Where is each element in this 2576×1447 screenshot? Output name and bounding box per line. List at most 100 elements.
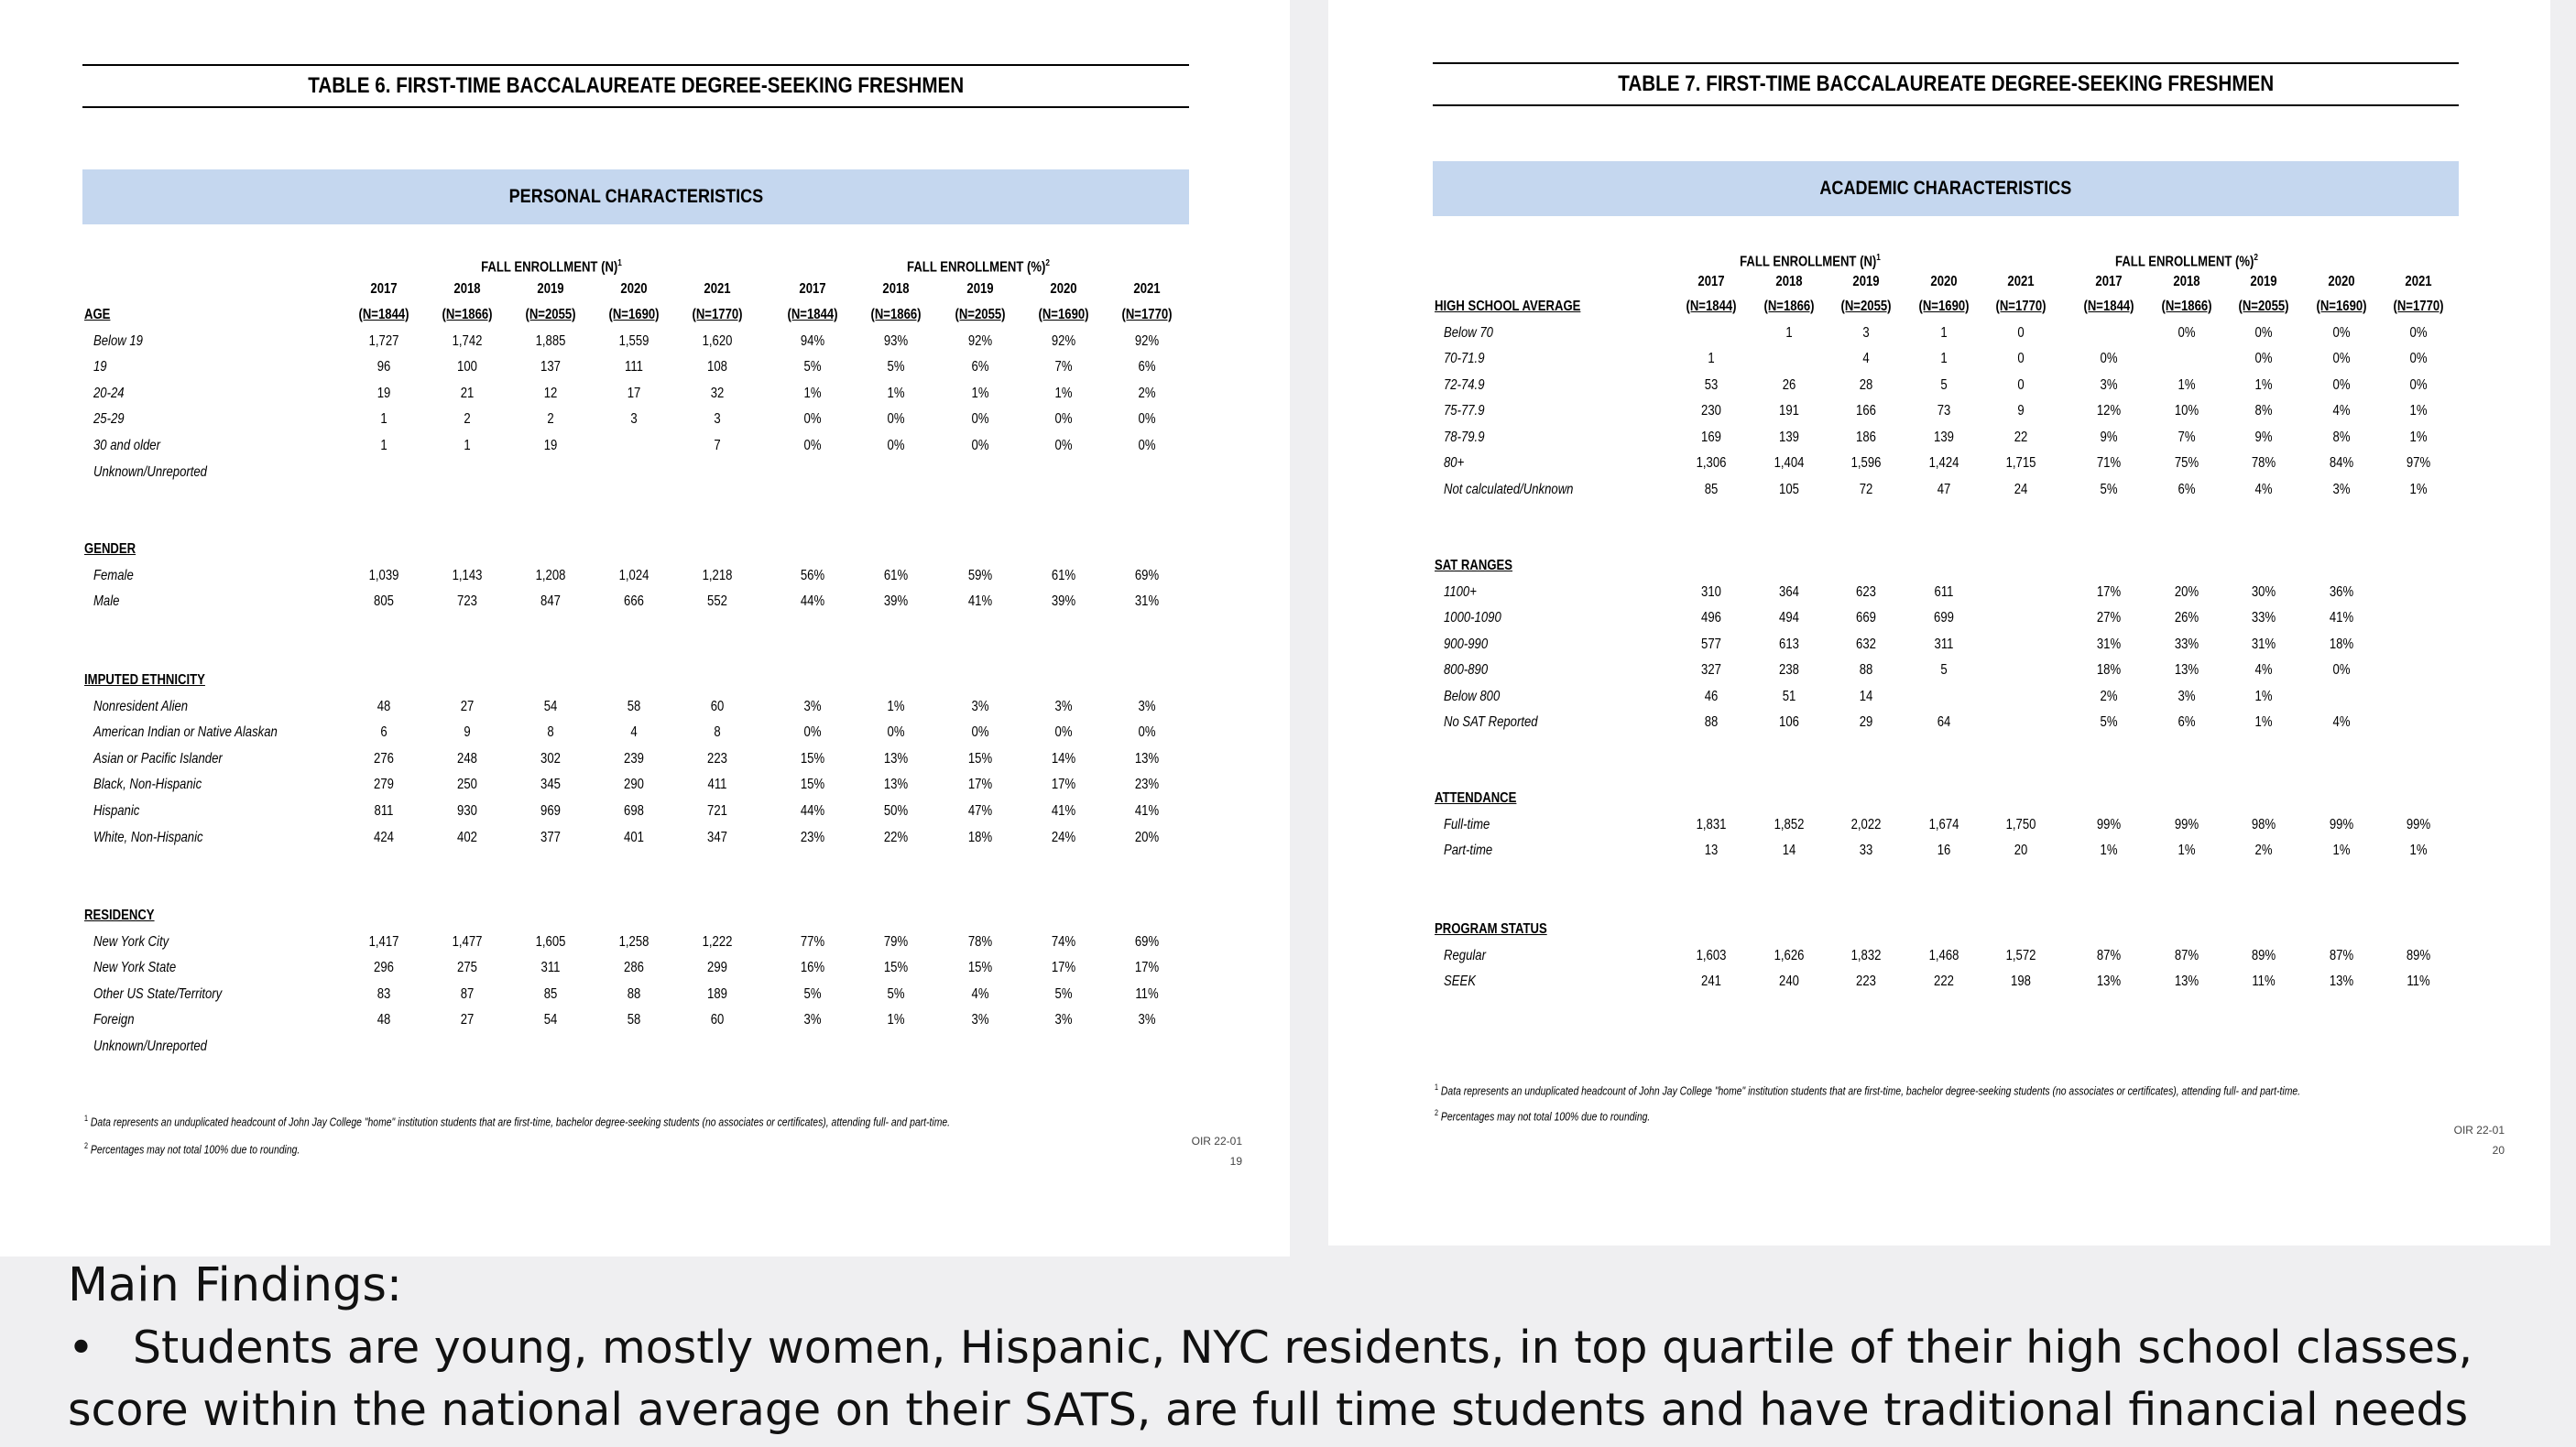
table6-year-header: 2018 [453, 281, 481, 297]
table7-section-header: PROGRAM STATUS [1435, 921, 1547, 937]
table6-percent-cell: 15% [967, 750, 993, 767]
table6-count-cell: 27 [460, 1012, 475, 1028]
table7-percent-cell: 5% [2100, 714, 2118, 730]
table6-percent-cell: 3% [803, 1012, 822, 1028]
table6-count-cell: 698 [624, 803, 644, 819]
table7-count-cell: 238 [1779, 662, 1799, 678]
table6-footnote: 1 Data represents an unduplicated headco… [84, 1114, 951, 1129]
table7-row-label: 800-890 [1444, 662, 1489, 678]
table7-percent-cell: 97% [2406, 455, 2431, 471]
table6-percent-cell: 1% [971, 385, 989, 401]
table6-row-label: Foreign [93, 1012, 135, 1028]
table7-count-cell: 88 [1704, 714, 1719, 730]
table6-count-cell: 347 [707, 829, 727, 845]
table7-percent-cell: 87% [2174, 947, 2199, 963]
table6-percent-cell: 69% [1134, 567, 1160, 583]
table6-count-cell: 1,258 [618, 933, 649, 950]
table6-year-header: 2017 [370, 281, 398, 297]
table7-percent-cell: 1% [2254, 376, 2273, 393]
table7-percent-cell: 7% [2178, 429, 2196, 445]
table6-row-label: American Indian or Native Alaskan [93, 724, 278, 741]
table7-n-header: (N=1844) [1686, 299, 1737, 314]
table7-count-cell: 1,626 [1774, 947, 1805, 963]
table7-percent-cell: 4% [2332, 403, 2351, 419]
table6-percent-cell: 61% [1051, 567, 1076, 583]
table7-section-header: HIGH SCHOOL AVERAGE [1435, 299, 1581, 314]
table6-section-header: AGE [84, 307, 111, 322]
table7-percent-cell: 31% [2251, 636, 2276, 652]
table6-row-label: Male [93, 593, 120, 610]
table7-percent-cell: 99% [2329, 816, 2354, 832]
table6-count-cell: 345 [540, 777, 561, 793]
table7-count-cell: 26 [1782, 376, 1796, 393]
table7-n-header: (N=1866) [1763, 299, 1815, 314]
table7-count-cell: 22 [2014, 429, 2028, 445]
table6-percent-cell: 3% [803, 698, 822, 714]
table7-count-cell: 241 [1701, 974, 1721, 989]
table7-percent-cell: 10% [2174, 403, 2199, 419]
table6-year-header: 2021 [704, 281, 731, 297]
table7-count-cell: 1,596 [1850, 455, 1882, 471]
table7-percent-cell: 1% [2100, 843, 2118, 858]
table6-count-cell: 1,417 [368, 933, 399, 950]
table6-n-header: (N=1690) [608, 307, 660, 322]
table6-n-header: (N=1866) [442, 307, 493, 322]
table6-count-cell: 223 [707, 750, 727, 767]
table7-title: TABLE 7. FIRST-TIME BACCALAUREATE DEGREE… [1433, 62, 2459, 106]
table6-count-cell: 54 [543, 1012, 558, 1028]
table7-count-cell: 186 [1856, 429, 1876, 445]
table7-row-label: 75-77.9 [1444, 403, 1485, 419]
table7-percent-cell: 84% [2329, 455, 2354, 471]
table6-percent-cell: 15% [883, 960, 909, 976]
table6-count-cell: 296 [374, 960, 394, 976]
table6-percent-cell: 1% [887, 698, 905, 714]
table7-percent-cell: 13% [2174, 662, 2199, 678]
table7-count-cell: 311 [1934, 636, 1954, 652]
table6-percent-cell: 7% [1054, 359, 1073, 375]
table7-percent-cell: 1% [2332, 843, 2351, 858]
table7-count-cell: 1,715 [2005, 455, 2036, 471]
table7-percent-cell: 89% [2251, 947, 2276, 963]
table7-percent-cell: 1% [2409, 843, 2428, 858]
table7-n-header: (N=2055) [2238, 299, 2289, 314]
table6-percent-cell: 39% [1051, 593, 1076, 610]
table6-group-pct-header: FALL ENROLLMENT (%)2 [907, 258, 1050, 276]
table7-count-cell: 222 [1934, 974, 1954, 989]
table7-row-label: Not calculated/Unknown [1444, 481, 1574, 497]
table6-row-label: Hispanic [93, 803, 140, 819]
findings-heading: Main Findings: [68, 1258, 403, 1312]
table6-n-header: (N=1770) [1121, 307, 1173, 322]
table6-count-cell: 411 [707, 777, 727, 793]
table7-percent-cell: 30% [2251, 583, 2276, 600]
table6-count-cell: 805 [374, 593, 394, 610]
table7-row-label: 78-79.9 [1444, 429, 1485, 445]
table6-percent-cell: 14% [1051, 750, 1076, 767]
table7-count-cell: 327 [1701, 662, 1721, 678]
table7-percent-cell: 99% [2096, 816, 2122, 832]
table6-percent-cell: 24% [1051, 829, 1076, 845]
table6-percent-cell: 3% [971, 698, 989, 714]
table6-count-cell: 847 [540, 593, 561, 610]
table7-count-cell: 1 [1708, 351, 1715, 366]
table6-count-cell: 9 [464, 724, 471, 741]
table6-count-cell: 1,024 [618, 567, 649, 583]
table6-n-header: (N=1844) [358, 307, 409, 322]
main-findings: Main Findings: • Students are young, most… [68, 1255, 2541, 1442]
table6-row-label: 25-29 [93, 411, 125, 428]
table7-percent-cell: 87% [2096, 947, 2122, 963]
table6-count-cell: 290 [624, 777, 644, 793]
table7-percent-cell: 0% [2409, 376, 2428, 393]
table6-count-cell: 1,605 [535, 933, 566, 950]
table7-count-cell: 1,306 [1696, 455, 1727, 471]
table6-count-cell: 27 [460, 698, 475, 714]
table7-percent-cell: 2% [2100, 688, 2118, 704]
table6-percent-cell: 15% [800, 750, 825, 767]
table6-count-cell: 48 [377, 698, 391, 714]
table6-section-header: IMPUTED ETHNICITY [84, 672, 205, 688]
table6-count-cell: 108 [707, 359, 727, 375]
table7-count-cell: 1,603 [1696, 947, 1727, 963]
table6-percent-cell: 13% [1134, 750, 1160, 767]
table6-count-cell: 137 [540, 359, 561, 375]
table7-n-header: (N=1770) [2393, 299, 2444, 314]
table7-year-header: 2019 [2250, 274, 2277, 289]
